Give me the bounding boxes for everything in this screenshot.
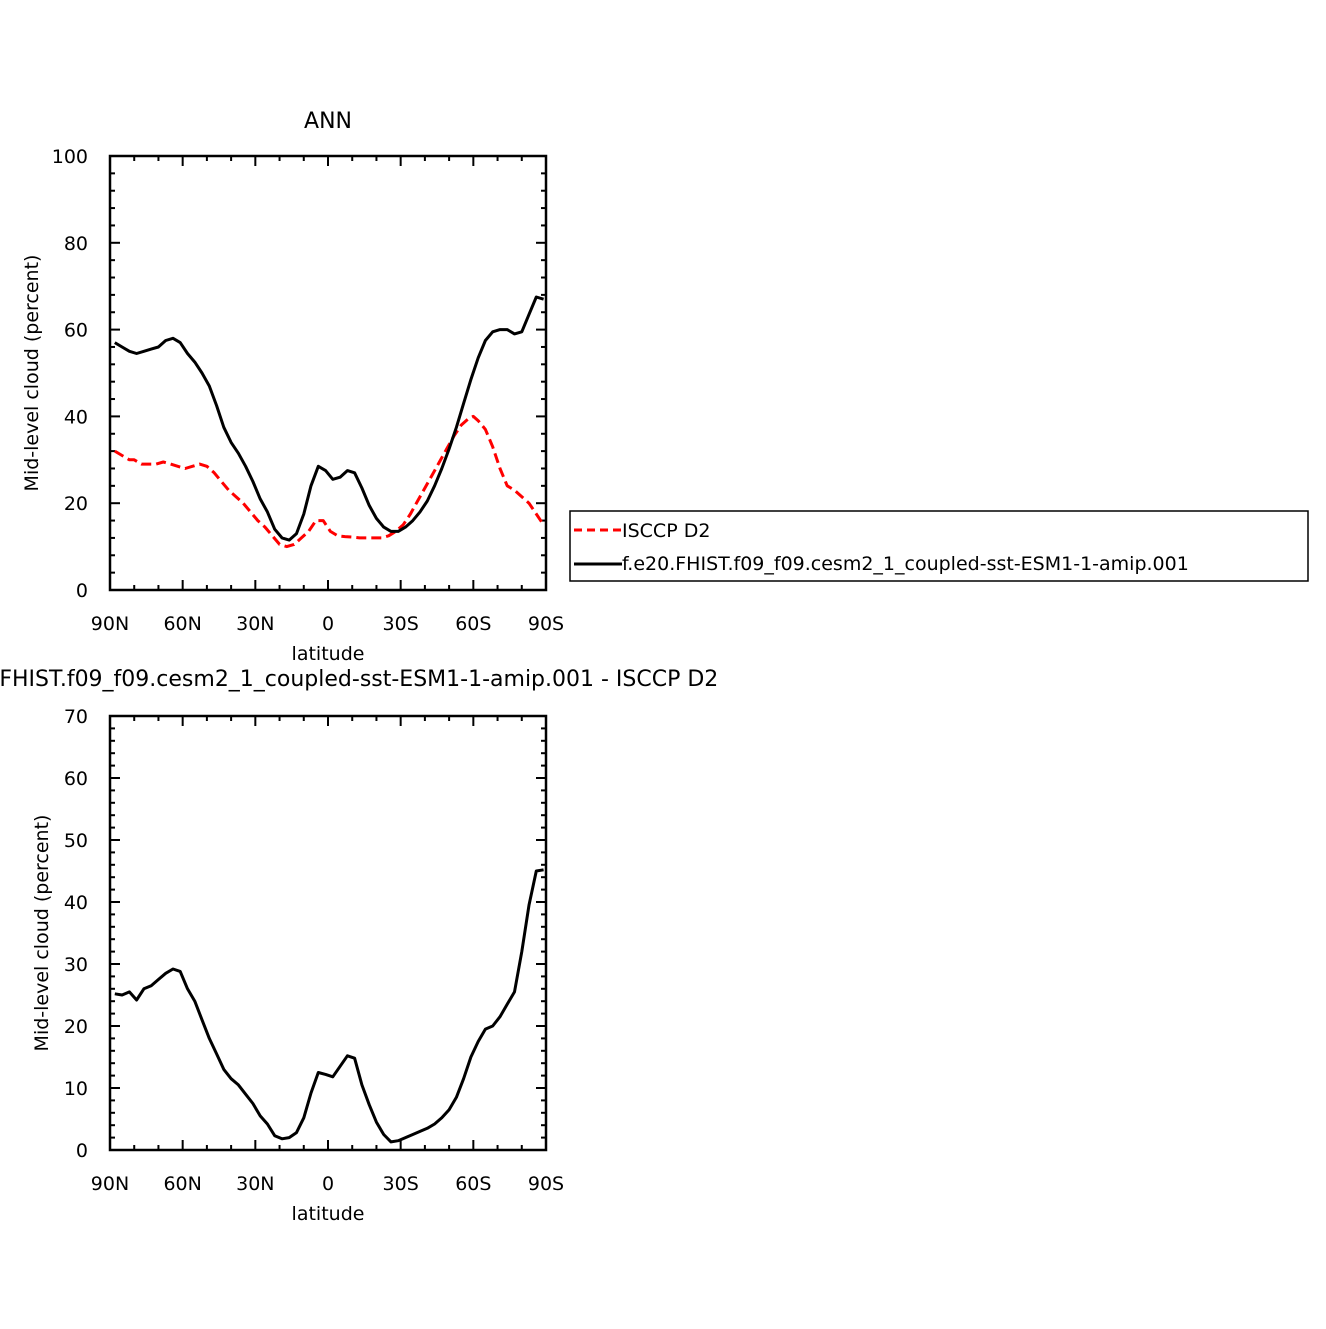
bottom-chart-xtick-label: 30S bbox=[383, 1173, 419, 1195]
bottom-chart-ytick-label: 20 bbox=[64, 1016, 88, 1038]
bottom-chart-ytick-label: 0 bbox=[76, 1140, 88, 1162]
top-chart-frame bbox=[108, 154, 548, 592]
top-chart-ylabel: Mid-level cloud (percent) bbox=[21, 255, 43, 492]
bottom-chart: f.e20.FHIST.f09_f09.cesm2_1_coupled-sst-… bbox=[0, 667, 718, 1225]
bottom-chart-ylabel: Mid-level cloud (percent) bbox=[31, 815, 53, 1052]
top-chart-ytick-label: 0 bbox=[76, 580, 88, 602]
bottom-chart-xtick-label: 60N bbox=[163, 1173, 201, 1195]
bottom-chart-xtick-label: 90N bbox=[91, 1173, 129, 1195]
top-chart-series-line-1 bbox=[114, 295, 545, 542]
top-chart-ytick-label: 20 bbox=[64, 493, 88, 515]
bottom-chart-ytick-label: 10 bbox=[64, 1078, 88, 1100]
top-chart-series-line-0 bbox=[114, 414, 545, 549]
top-chart-xtick-label: 60N bbox=[163, 613, 201, 635]
bottom-chart-ytick-label: 50 bbox=[64, 830, 88, 852]
bottom-chart-xtick-label: 0 bbox=[322, 1173, 334, 1195]
bottom-chart-axes: 90N 60N 30N 0 30S 60S 90S 0 10 20 30 40 50 60 70 bbox=[64, 706, 564, 1195]
bottom-chart-xtick-label: 30N bbox=[236, 1173, 274, 1195]
top-chart-title: ANN bbox=[304, 109, 352, 134]
bottom-chart-xtick-label: 90S bbox=[528, 1173, 564, 1195]
legend-label-isccp: ISCCP D2 bbox=[622, 520, 710, 542]
bottom-chart-ytick-label: 30 bbox=[64, 954, 88, 976]
top-chart: ANN Mid-level cloud (percent) latitude 9… bbox=[21, 109, 564, 665]
bottom-chart-xtick-label: 60S bbox=[455, 1173, 491, 1195]
top-chart-ytick-label: 60 bbox=[64, 320, 88, 342]
top-chart-ytick-label: 100 bbox=[52, 146, 88, 168]
top-chart-xtick-label: 60S bbox=[455, 613, 491, 635]
top-chart-xtick-label: 0 bbox=[322, 613, 334, 635]
bottom-chart-ytick-label: 70 bbox=[64, 706, 88, 728]
legend-box bbox=[569, 510, 1309, 582]
top-chart-xtick-label: 90N bbox=[91, 613, 129, 635]
top-chart-ytick-label: 80 bbox=[64, 233, 88, 255]
bottom-chart-frame bbox=[108, 714, 548, 1152]
bottom-chart-ytick-label: 40 bbox=[64, 892, 88, 914]
legend: ISCCP D2 f.e20.FHIST.f09_f09.cesm2_1_cou… bbox=[569, 510, 1309, 582]
bottom-chart-series-line-0 bbox=[114, 868, 544, 1144]
top-chart-xtick-label: 30S bbox=[383, 613, 419, 635]
top-chart-xtick-label: 30N bbox=[236, 613, 274, 635]
bottom-chart-title: f.e20.FHIST.f09_f09.cesm2_1_coupled-sst-… bbox=[0, 667, 718, 692]
bottom-chart-xlabel: latitude bbox=[292, 1203, 365, 1225]
top-chart-ytick-label: 40 bbox=[64, 406, 88, 428]
top-chart-series bbox=[114, 295, 545, 549]
top-chart-xtick-label: 90S bbox=[528, 613, 564, 635]
top-chart-axes: 90N 60N 30N 0 30S 60S 90S 0 20 40 60 80 100 bbox=[52, 146, 564, 635]
top-chart-xlabel: latitude bbox=[292, 643, 365, 665]
bottom-chart-ytick-label: 60 bbox=[64, 768, 88, 790]
legend-label-model: f.e20.FHIST.f09_f09.cesm2_1_coupled-sst-… bbox=[622, 553, 1189, 575]
bottom-chart-series bbox=[114, 868, 544, 1144]
